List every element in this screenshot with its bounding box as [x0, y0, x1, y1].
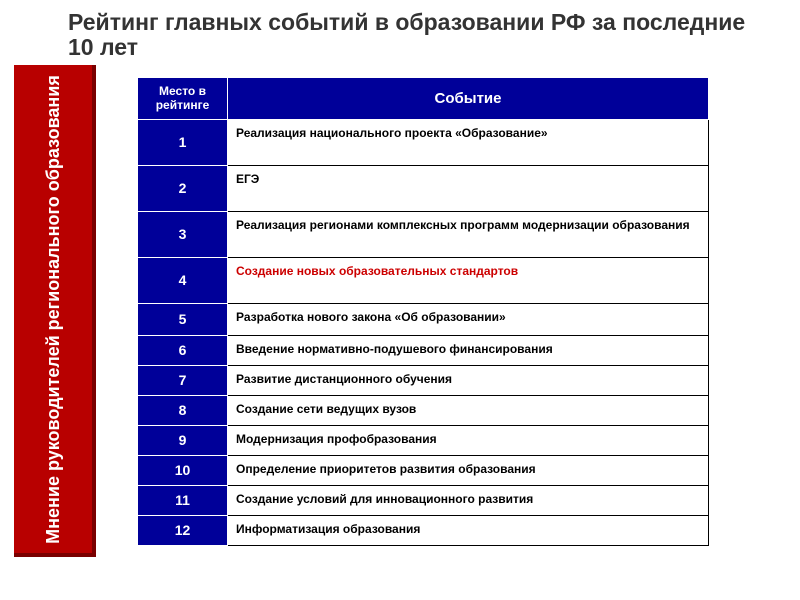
event-cell: Разработка нового закона «Об образовании…: [228, 303, 709, 335]
page-title: Рейтинг главных событий в образовании РФ…: [68, 10, 770, 61]
event-cell: Создание новых образовательных стандарто…: [228, 257, 709, 303]
table-row: 12Информатизация образования: [138, 515, 709, 545]
event-cell: Реализация национального проекта «Образо…: [228, 119, 709, 165]
table-row: 10Определение приоритетов развития образ…: [138, 455, 709, 485]
table-row: 8Создание сети ведущих вузов: [138, 395, 709, 425]
event-cell: Создание сети ведущих вузов: [228, 395, 709, 425]
event-cell: Определение приоритетов развития образов…: [228, 455, 709, 485]
event-cell: Создание условий для инновационного разв…: [228, 485, 709, 515]
rank-cell: 6: [138, 335, 228, 365]
event-cell: Модернизация профобразования: [228, 425, 709, 455]
rank-cell: 8: [138, 395, 228, 425]
rank-cell: 11: [138, 485, 228, 515]
col-header-event: Событие: [228, 78, 709, 120]
table-row: 2ЕГЭ: [138, 165, 709, 211]
event-cell: Введение нормативно-подушевого финансиро…: [228, 335, 709, 365]
rank-cell: 9: [138, 425, 228, 455]
rank-cell: 3: [138, 211, 228, 257]
table-row: 5Разработка нового закона «Об образовани…: [138, 303, 709, 335]
event-cell: ЕГЭ: [228, 165, 709, 211]
event-cell: Информатизация образования: [228, 515, 709, 545]
table-row: 6Введение нормативно-подушевого финансир…: [138, 335, 709, 365]
slide: Рейтинг главных событий в образовании РФ…: [0, 0, 800, 600]
rank-cell: 7: [138, 365, 228, 395]
table-row: 7Развитие дистанционного обучения: [138, 365, 709, 395]
table-row: 3Реализация регионами комплексных програ…: [138, 211, 709, 257]
rank-cell: 2: [138, 165, 228, 211]
table-row: 1Реализация национального проекта «Образ…: [138, 119, 709, 165]
table-row: 11Создание условий для инновационного ра…: [138, 485, 709, 515]
sidebar: Мнение руководителей регионального образ…: [14, 65, 96, 557]
table-row: 9Модернизация профобразования: [138, 425, 709, 455]
rank-cell: 4: [138, 257, 228, 303]
rank-cell: 1: [138, 119, 228, 165]
table-row: 4Создание новых образовательных стандарт…: [138, 257, 709, 303]
col-header-rank: Место в рейтинге: [138, 78, 228, 120]
rank-cell: 10: [138, 455, 228, 485]
ranking-table: Место в рейтинге Событие 1Реализация нац…: [137, 77, 709, 546]
event-cell: Реализация регионами комплексных програм…: [228, 211, 709, 257]
ranking-table-container: Место в рейтинге Событие 1Реализация нац…: [137, 77, 709, 546]
rank-cell: 12: [138, 515, 228, 545]
rank-cell: 5: [138, 303, 228, 335]
event-cell: Развитие дистанционного обучения: [228, 365, 709, 395]
sidebar-label: Мнение руководителей регионального образ…: [43, 75, 64, 544]
